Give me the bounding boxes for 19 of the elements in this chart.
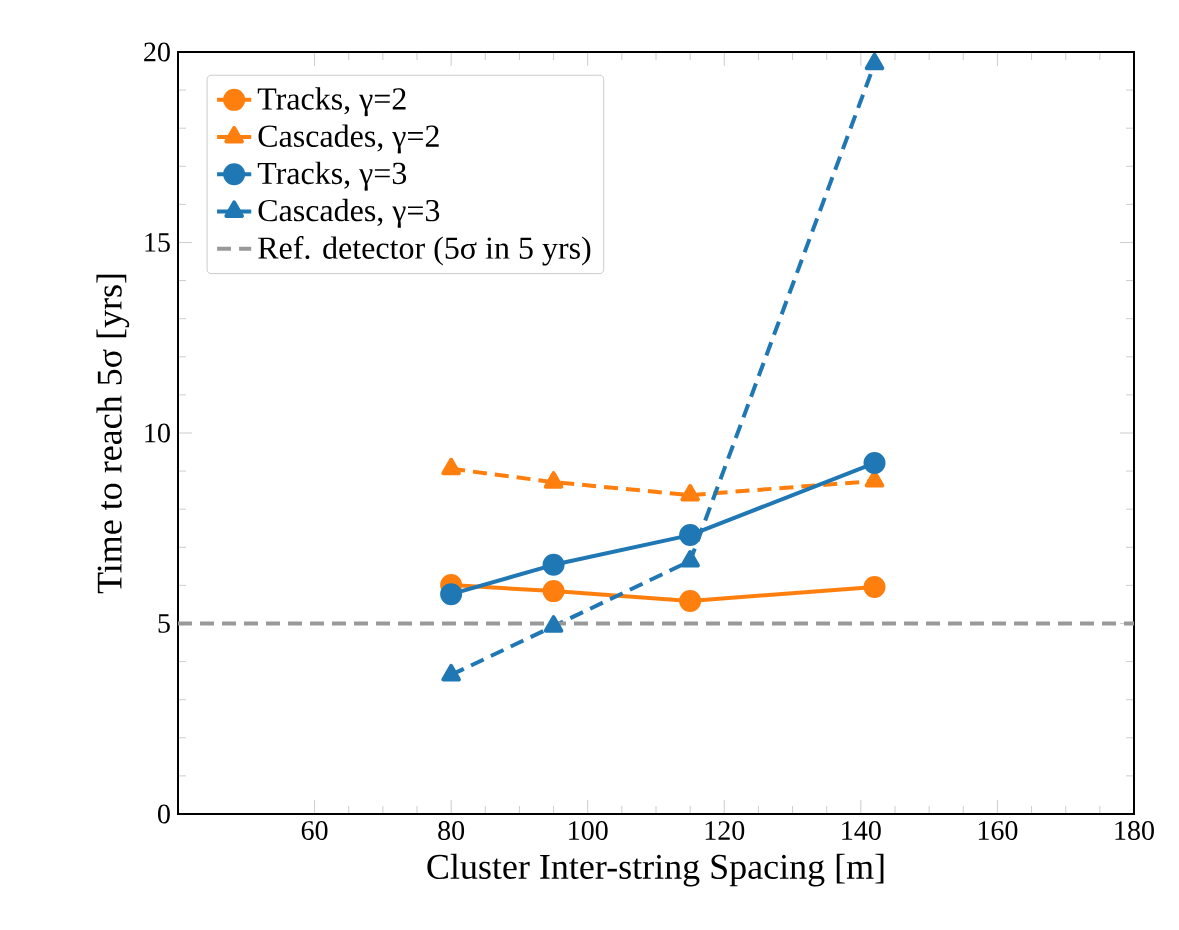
- y-tick-label: 0: [158, 804, 170, 824]
- y-axis-title: Time to reach 5σ [yrs]: [96, 274, 130, 594]
- x-tick-label: 100: [569, 821, 608, 840]
- y-tick-label: 20: [144, 42, 170, 62]
- legend-label: Tracks, γ=3: [257, 161, 407, 191]
- y-tick-label: 15: [145, 233, 170, 252]
- legend-label: Tracks, γ=2: [257, 87, 406, 117]
- x-axis-title: Cluster Inter-string Spacing [m]: [427, 853, 884, 887]
- legend-label: Ref. detector (5σ in 5 yrs): [258, 236, 591, 266]
- legend-label: Cascades, γ=3: [258, 198, 440, 228]
- x-tick-label: 180: [1115, 821, 1154, 840]
- x-tick-label: 120: [705, 821, 745, 840]
- x-tick-label: 60: [301, 821, 328, 840]
- y-tick-label: 5: [158, 614, 170, 633]
- x-tick-label: 140: [842, 821, 881, 840]
- legend-label: Cascades, γ=2: [258, 124, 439, 154]
- x-tick-label: 160: [978, 821, 1018, 840]
- y-tick-label: 10: [145, 423, 170, 443]
- x-tick-label: 80: [438, 821, 465, 840]
